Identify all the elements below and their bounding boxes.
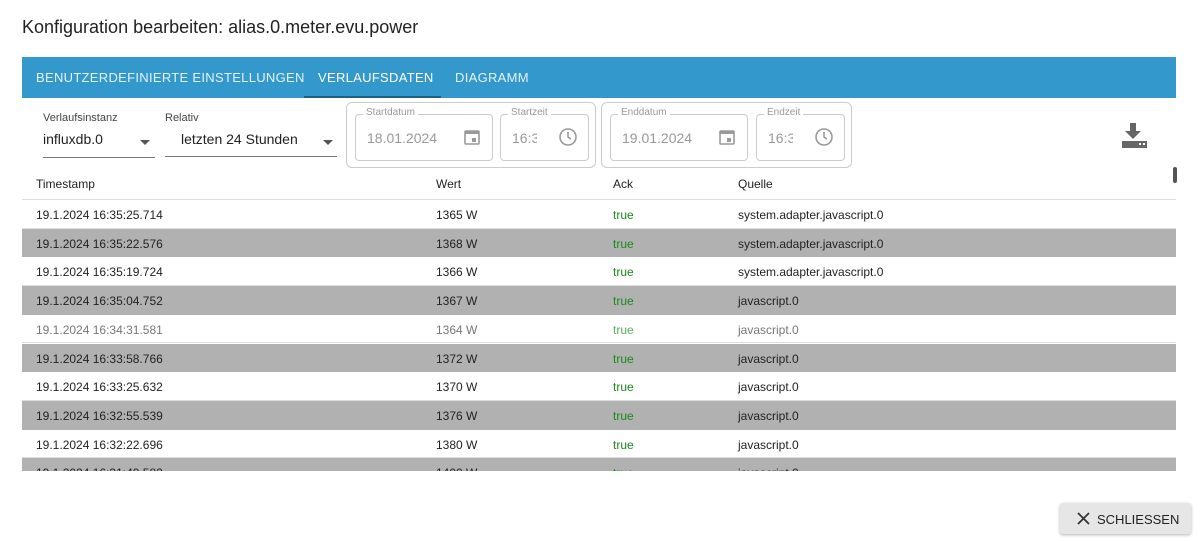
input-value: 19.01.2024 [622, 130, 702, 146]
table-cell: system.adapter.javascript.0 [738, 265, 883, 279]
date-input[interactable]: 16:36 [756, 114, 845, 161]
input-value: 16:36 [768, 130, 793, 146]
table-cell: 19.1.2024 16:35:25.714 [36, 208, 163, 222]
table-cell: 19.1.2024 16:33:25.632 [36, 380, 163, 394]
table-cell: 19.1.2024 16:35:19.724 [36, 265, 163, 279]
table-row[interactable]: 19.1.2024 16:34:31.581 1364 W true javascri… [22, 315, 1176, 344]
input-value: 18.01.2024 [367, 130, 447, 146]
clock-icon[interactable] [558, 127, 578, 147]
table-cell: system.adapter.javascript.0 [738, 237, 883, 251]
table-cell: 19.1.2024 16:32:22.696 [36, 438, 163, 452]
field-label: Startdatum [363, 107, 418, 118]
table-cell: true [613, 409, 634, 423]
table-cell: 19.1.2024 16:32:55.539 [36, 409, 163, 423]
column-header[interactable]: Wert [436, 177, 461, 191]
dialog-title: Konfiguration bearbeiten: alias.0.meter.… [22, 17, 418, 38]
column-header[interactable]: Timestamp [36, 177, 95, 191]
table-cell: 1400 W [436, 466, 477, 471]
close-icon [1077, 512, 1090, 525]
table-cell: true [613, 466, 634, 471]
date-input[interactable]: 16:36 [500, 114, 589, 161]
table-cell: 19.1.2024 16:33:58.766 [36, 352, 163, 366]
table-cell: true [613, 237, 634, 251]
clock-icon[interactable] [814, 127, 834, 147]
table-row[interactable]: 19.1.2024 16:32:55.539 1376 W true javascri… [22, 401, 1176, 430]
table-cell: 1366 W [436, 265, 477, 279]
field-label: Verlaufsinstanz [43, 112, 118, 124]
table-cell: true [613, 265, 634, 279]
table-cell: 19.1.2024 16:35:04.752 [36, 294, 163, 308]
table-row[interactable]: 19.1.2024 16:35:22.576 1368 W true system.a… [22, 229, 1176, 258]
field-label: Enddatum [618, 107, 670, 118]
table-cell: 1370 W [436, 380, 477, 394]
table-cell: 1364 W [436, 323, 477, 337]
close-button[interactable]: SCHLIESSEN [1060, 503, 1191, 534]
table-cell: 19.1.2024 16:31:49.582 [36, 466, 163, 471]
calendar-icon[interactable] [717, 127, 737, 147]
tab-bar: BENUTZERDEFINIERTE EINSTELLUNGEN VERLAUF… [22, 57, 1176, 98]
field-label: Relativ [165, 112, 199, 124]
tab[interactable]: BENUTZERDEFINIERTE EINSTELLUNGEN [36, 70, 305, 85]
input-value: 16:36 [512, 130, 537, 146]
table-cell: 19.1.2024 16:35:22.576 [36, 237, 163, 251]
table-cell: 1368 W [436, 237, 477, 251]
table-cell: javascript.0 [738, 352, 799, 366]
date-input[interactable]: 19.01.2024 [610, 114, 748, 161]
table-cell: true [613, 294, 634, 308]
table-row[interactable]: 19.1.2024 16:35:19.724 1366 W true system.a… [22, 257, 1176, 286]
table-row[interactable]: 19.1.2024 16:35:25.714 1365 W true system.a… [22, 200, 1176, 229]
table-cell: javascript.0 [738, 466, 799, 471]
table-cell: system.adapter.javascript.0 [738, 208, 883, 222]
tab[interactable]: DIAGRAMM [455, 70, 529, 85]
table-cell: true [613, 380, 634, 394]
column-header[interactable]: Ack [613, 177, 633, 191]
dropdown-arrow [322, 138, 334, 146]
table-cell: 1380 W [436, 438, 477, 452]
table-cell: 1367 W [436, 294, 477, 308]
table-cell: 1372 W [436, 352, 477, 366]
close-label: SCHLIESSEN [1097, 512, 1179, 527]
table-cell: true [613, 438, 634, 452]
table-row[interactable]: 19.1.2024 16:33:25.632 1370 W true javascri… [22, 372, 1176, 401]
table-cell: javascript.0 [738, 409, 799, 423]
field-label: Endzeit [764, 107, 803, 118]
table-cell: true [613, 352, 634, 366]
table-cell: javascript.0 [738, 380, 799, 394]
table-cell: javascript.0 [738, 438, 799, 452]
download-icon[interactable] [1120, 122, 1148, 150]
select[interactable]: influxdb.0 [43, 131, 155, 158]
table-row[interactable]: 19.1.2024 16:35:04.752 1367 W true javascri… [22, 286, 1176, 315]
table-row[interactable]: 19.1.2024 16:33:58.766 1372 W true javascri… [22, 344, 1176, 373]
table-cell: true [613, 323, 634, 337]
table-cell: true [613, 208, 634, 222]
table-cell: javascript.0 [738, 294, 799, 308]
select-value: letzten 24 Stunden [181, 131, 298, 147]
field-label: Startzeit [508, 107, 551, 118]
table-cell: 19.1.2024 16:34:31.581 [36, 323, 163, 337]
dropdown-arrow [139, 138, 151, 146]
tab-active[interactable]: VERLAUFSDATEN [318, 70, 434, 85]
table-cell: 1365 W [436, 208, 477, 222]
table-body: 19.1.2024 16:35:25.714 1365 W true system.a… [22, 200, 1176, 471]
table-cell: 1376 W [436, 409, 477, 423]
tab-indicator [304, 96, 441, 98]
scrollbar[interactable] [1173, 167, 1177, 183]
select[interactable]: letzten 24 Stunden [165, 131, 337, 157]
calendar-icon[interactable] [462, 127, 482, 147]
column-header[interactable]: Quelle [738, 177, 773, 191]
select-value: influxdb.0 [43, 131, 103, 147]
date-input[interactable]: 18.01.2024 [355, 114, 493, 161]
table-row[interactable]: 19.1.2024 16:32:22.696 1380 W true javascri… [22, 430, 1176, 459]
table-row[interactable]: 19.1.2024 16:31:49.582 1400 W true javascri… [22, 458, 1176, 471]
table-cell: javascript.0 [738, 323, 799, 337]
